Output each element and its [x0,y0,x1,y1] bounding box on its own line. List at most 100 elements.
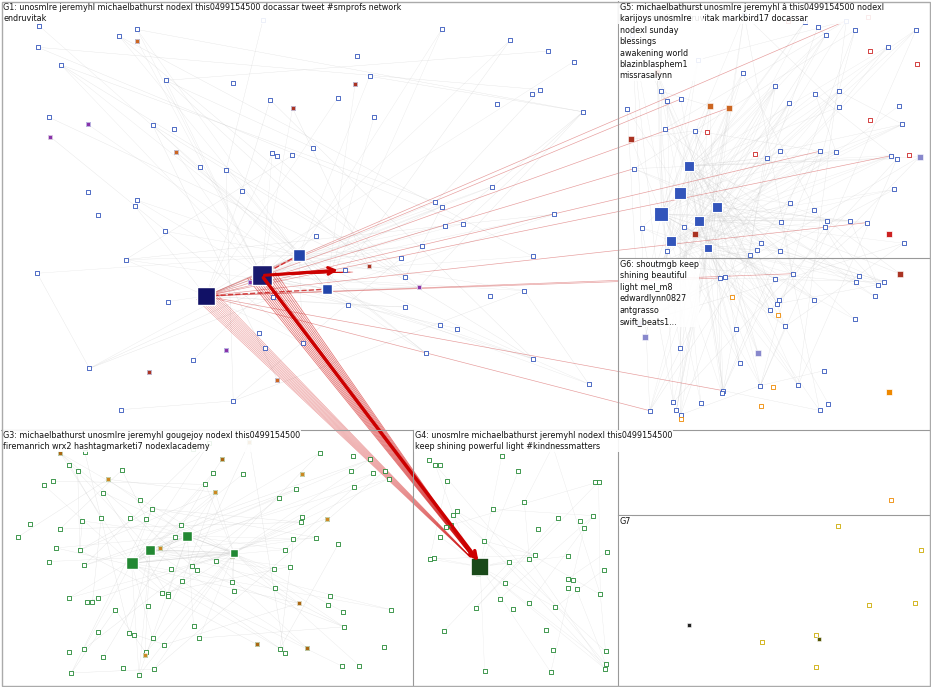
Point [586,510,601,521]
Point [185,354,200,365]
Point [226,396,241,407]
Point [663,236,678,247]
Point [142,367,157,378]
Point [145,632,161,643]
Point [64,667,79,678]
Point [142,367,157,378]
Point [291,598,306,609]
Point [545,644,560,655]
Point [361,261,376,272]
Point [700,243,715,254]
Point [114,404,129,415]
Point [76,643,91,654]
Point [158,226,173,237]
Point [414,241,429,252]
Point [206,467,221,478]
Point [270,374,285,385]
Text: G2: michaelbathurst unosmIre jeremyhl â this0499154500 nodexl
bethhooverfit endr: G2: michaelbathurst unosmIre jeremyhl â … [618,3,884,23]
Point [306,142,321,153]
Point [754,401,770,412]
Point [449,323,465,334]
Point [180,530,195,541]
Point [157,639,172,650]
Point [682,619,697,630]
Point [272,492,287,503]
Point [718,272,733,283]
Point [483,290,498,301]
Point [257,342,273,353]
Point [649,259,664,270]
Point [62,592,77,603]
Point [785,268,800,279]
Point [912,151,927,162]
Point [808,630,824,641]
Point [382,473,397,484]
Point [839,15,854,26]
Point [266,563,281,574]
Point [81,187,96,198]
Point [654,208,669,219]
Point [502,557,517,568]
Point [226,548,241,559]
Point [344,466,359,477]
Point [123,513,138,524]
Point [249,639,264,650]
Point [266,292,281,303]
Point [870,279,885,290]
Point [913,545,928,556]
Point [807,294,822,305]
Point [446,509,461,520]
Point [862,600,877,611]
Point [335,606,351,617]
Point [768,273,783,284]
Point [270,374,285,385]
Point [517,497,532,508]
Point [768,81,783,92]
Point [637,332,653,343]
Point [48,542,64,553]
Point [831,85,846,96]
Point [674,409,689,420]
Point [434,23,449,34]
Point [821,398,836,409]
Point [186,621,201,632]
Point [31,21,47,32]
Point [637,332,653,343]
Point [52,524,67,535]
Point [139,513,154,524]
Point [880,41,895,52]
Point [702,100,717,111]
Point [623,134,638,145]
Point [753,237,769,248]
Point [910,58,925,69]
Point [285,103,300,114]
Point [489,98,504,109]
Point [29,268,45,279]
Point [634,317,649,328]
Point [96,487,111,498]
Point [421,454,436,465]
Point [593,589,608,600]
Point [145,120,161,131]
Point [742,249,757,260]
Point [127,201,142,212]
Point [666,397,681,408]
Point [242,277,257,288]
Point [330,93,345,104]
Point [889,153,904,164]
Point [294,469,310,480]
Point [218,164,234,175]
Point [299,643,314,654]
Point [912,151,927,162]
Point [831,101,846,112]
Point [765,381,780,392]
Point [320,600,335,611]
Point [790,379,806,390]
Point [527,550,542,561]
Point [184,561,200,572]
Point [820,215,835,226]
Point [43,131,58,142]
Point [440,475,455,486]
Point [155,587,170,598]
Point [224,550,239,561]
